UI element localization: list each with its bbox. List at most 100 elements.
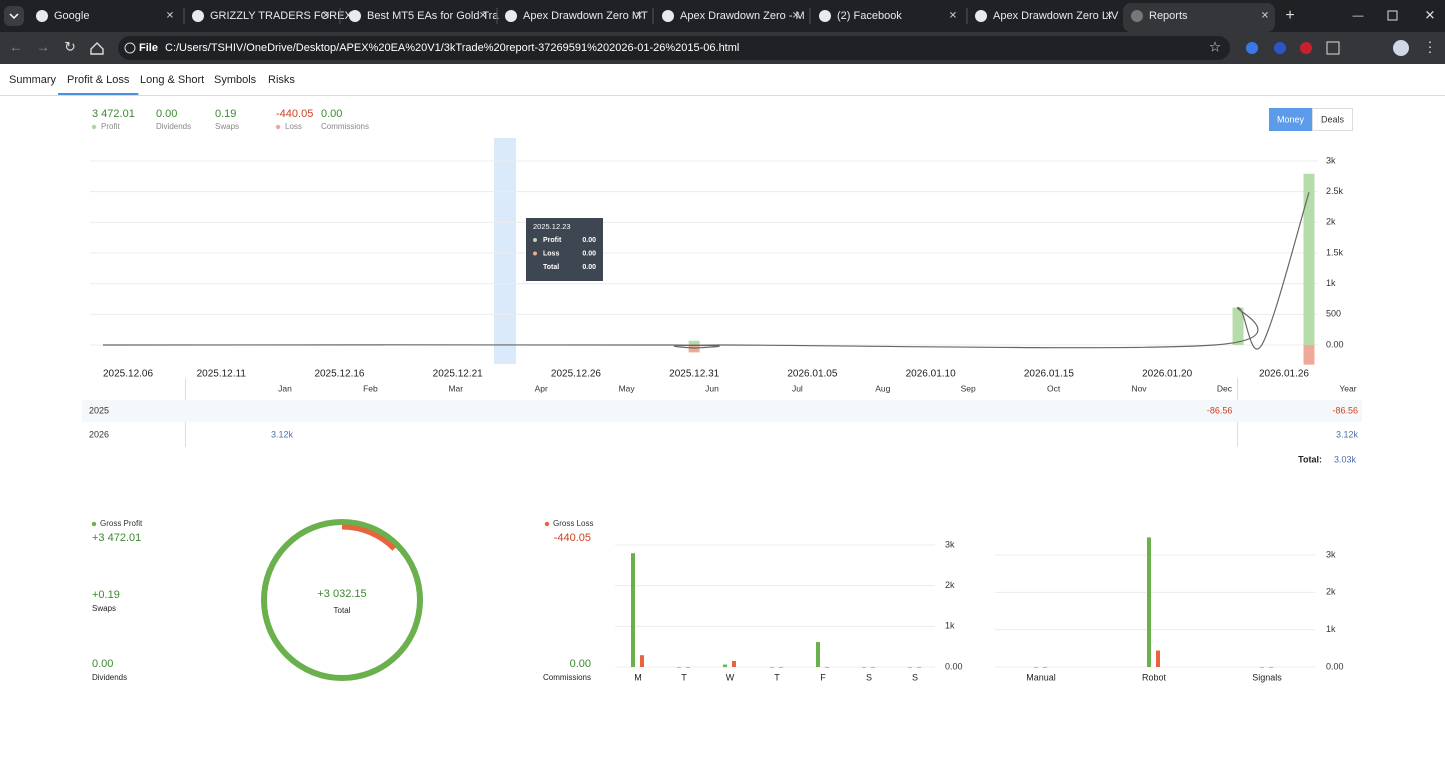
omnibox[interactable] [118, 36, 1230, 60]
bar [677, 667, 681, 668]
y-tick-label: 1k [945, 621, 955, 631]
bar [908, 667, 912, 668]
gross-loss-label: Gross Loss [553, 519, 593, 528]
nav-tab[interactable]: Long & Short [140, 74, 204, 86]
ext-icon[interactable] [1246, 42, 1258, 54]
x-tick-label: 2025.12.11 [197, 369, 247, 380]
bar [1034, 667, 1038, 668]
nav-tab[interactable]: Symbols [214, 74, 257, 86]
tab-title[interactable]: GRIZZLY TRADERS FOREX [210, 10, 352, 22]
url-scheme: File [139, 42, 158, 54]
bar [871, 667, 875, 668]
x-tick-label: Robot [1142, 672, 1167, 682]
month-header: Apr [535, 383, 548, 393]
tab-favicon [1131, 10, 1143, 22]
y-tick-label: 2.5k [1326, 186, 1344, 196]
home[interactable] [90, 42, 104, 55]
button-label[interactable]: Money [1277, 114, 1305, 124]
swaps-label: Swaps [92, 604, 116, 613]
reload[interactable]: ↻ [64, 39, 76, 55]
tab-title[interactable]: (2) Facebook [837, 10, 902, 22]
tab-favicon [349, 10, 361, 22]
tab-title[interactable]: Reports [1149, 10, 1188, 22]
stat-dot [275, 124, 281, 130]
gross-loss-value: -440.05 [554, 532, 591, 544]
tab-favicon [505, 10, 517, 22]
bar [1303, 173, 1315, 346]
y-tick-label: 500 [1326, 309, 1341, 319]
report-nav [0, 64, 1445, 96]
new-tab[interactable]: + [1285, 7, 1294, 24]
bar [816, 642, 820, 667]
maximize[interactable] [1387, 10, 1398, 21]
year-label: 2025 [89, 405, 109, 415]
tooltip-dot [533, 238, 537, 242]
tab-title[interactable]: Apex Drawdown Zero - M [680, 10, 805, 22]
tooltip-value: 0.00 [582, 264, 596, 271]
tab-title[interactable]: Apex Drawdown Zero MT [523, 10, 648, 22]
extensions[interactable] [1326, 41, 1340, 55]
month-header: Aug [875, 383, 890, 393]
tab-title[interactable]: Best MT5 EAs for Gold Tra [367, 10, 499, 22]
nav-tab[interactable]: Summary [9, 74, 57, 86]
info-icon [124, 42, 136, 54]
month-header: Jan [278, 383, 292, 393]
x-tick-label: Signals [1252, 672, 1282, 682]
deals-button[interactable] [1312, 108, 1353, 131]
tab-title[interactable]: Apex Drawdown Zero LIV [993, 10, 1119, 22]
tab-close[interactable]: ✕ [166, 11, 174, 22]
y-tick-label: 2k [1326, 217, 1336, 227]
tab-favicon [975, 10, 987, 22]
year-cell: 3.12k [271, 429, 294, 439]
ext-icon[interactable] [1274, 42, 1286, 54]
y-tick-label: 0.00 [1326, 661, 1344, 671]
swaps-value: +0.19 [92, 589, 120, 601]
tab-title[interactable]: Google [54, 10, 89, 22]
bar [770, 667, 774, 668]
url: C:/Users/TSHIV/OneDrive/Desktop/APEX%20E… [165, 42, 739, 54]
tab-close[interactable]: ✕ [479, 11, 487, 22]
tooltip-label: Profit [543, 237, 562, 244]
close-window[interactable]: ✕ [1425, 7, 1436, 22]
month-header: Oct [1047, 383, 1061, 393]
nav-tab[interactable]: Profit & Loss [67, 74, 130, 86]
bar [862, 667, 866, 668]
profile[interactable] [1393, 40, 1409, 56]
tab-close[interactable]: ✕ [1105, 11, 1113, 22]
stat-label: Loss [285, 122, 302, 131]
bar [688, 345, 700, 353]
forward[interactable]: → [36, 39, 50, 55]
tab-close[interactable]: ✕ [1261, 11, 1269, 22]
bar [688, 340, 700, 346]
nav-tab[interactable]: Risks [268, 74, 295, 86]
menu[interactable]: ⋮ [1423, 39, 1437, 55]
bookmark-star[interactable]: ☆ [1209, 39, 1222, 55]
year-cell: -86.56 [1207, 405, 1233, 415]
bar [1303, 345, 1315, 365]
tab-close[interactable]: ✕ [635, 11, 643, 22]
tab-close[interactable]: ✕ [792, 11, 800, 22]
month-header: Mar [448, 383, 463, 393]
button-label[interactable]: Deals [1321, 114, 1345, 124]
tab-search[interactable] [4, 6, 24, 26]
tab-favicon [819, 10, 831, 22]
tooltip [526, 218, 603, 281]
legend-dot [91, 521, 97, 527]
ext-icon[interactable] [1300, 42, 1312, 54]
back[interactable]: ← [9, 39, 23, 55]
bar [1043, 667, 1047, 668]
active-tab [1123, 3, 1275, 32]
stat-label: Profit [101, 122, 120, 131]
year-cell: -86.56 [1332, 405, 1358, 415]
y-tick-label: 2k [1326, 587, 1336, 597]
minimize[interactable]: — [1353, 10, 1364, 22]
stat-value: 0.19 [215, 108, 236, 120]
tab-close[interactable]: ✕ [322, 11, 330, 22]
gross-profit-value: +3 472.01 [92, 532, 141, 544]
tab-close[interactable]: ✕ [949, 11, 957, 22]
money-button[interactable] [1269, 108, 1312, 131]
legend-dot [544, 521, 550, 527]
x-tick-label: 2025.12.16 [314, 369, 364, 380]
